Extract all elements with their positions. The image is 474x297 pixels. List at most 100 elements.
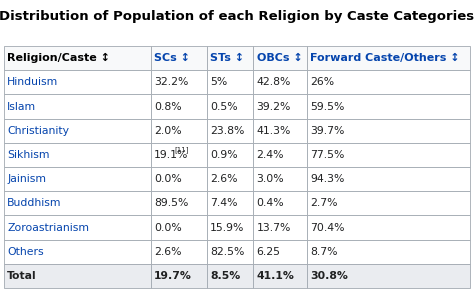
Bar [4,70,151,94]
Bar [151,240,207,264]
Bar [207,167,253,191]
Text: 0.9%: 0.9% [210,150,237,160]
Text: Religion/Caste ↕: Religion/Caste ↕ [7,53,110,63]
Text: Zoroastrianism: Zoroastrianism [7,222,89,233]
Bar [4,46,151,70]
Text: 2.7%: 2.7% [310,198,338,208]
Bar [307,46,470,70]
Text: STs ↕: STs ↕ [210,53,244,63]
Text: 8.5%: 8.5% [210,271,240,281]
Bar [151,70,207,94]
Bar [307,240,470,264]
Bar [4,119,151,143]
Text: 30.8%: 30.8% [310,271,348,281]
Text: Christianity: Christianity [7,126,69,136]
Text: 0.0%: 0.0% [154,174,182,184]
Text: 5%: 5% [210,77,227,87]
Text: 7.4%: 7.4% [210,198,237,208]
Bar [253,215,307,240]
Text: Distribution of Population of each Religion by Caste Categories: Distribution of Population of each Relig… [0,10,474,23]
Text: [11]: [11] [174,146,189,153]
Bar [207,94,253,119]
Text: 23.8%: 23.8% [210,126,245,136]
Bar [253,167,307,191]
Bar [253,70,307,94]
Bar [4,191,151,215]
Text: 41.3%: 41.3% [256,126,291,136]
Bar [4,167,151,191]
Text: 19.1%: 19.1% [154,150,188,160]
Text: 94.3%: 94.3% [310,174,345,184]
Text: 0.8%: 0.8% [154,102,182,112]
Text: 2.6%: 2.6% [210,174,237,184]
Text: 89.5%: 89.5% [154,198,188,208]
Text: 26%: 26% [310,77,334,87]
Bar [4,94,151,119]
Bar [253,191,307,215]
Bar [207,215,253,240]
Text: Others: Others [7,247,44,257]
Bar [307,215,470,240]
Bar [307,191,470,215]
Bar [151,167,207,191]
Text: 59.5%: 59.5% [310,102,345,112]
Bar [253,46,307,70]
Text: Hinduism: Hinduism [7,77,58,87]
Text: 0.4%: 0.4% [256,198,284,208]
Text: SCs ↕: SCs ↕ [154,53,190,63]
Bar [253,94,307,119]
Bar [307,119,470,143]
Bar [4,143,151,167]
Text: 2.6%: 2.6% [154,247,182,257]
Bar [253,240,307,264]
Text: 39.7%: 39.7% [310,126,345,136]
Bar [4,264,151,288]
Bar [151,191,207,215]
Bar [307,70,470,94]
Bar [307,143,470,167]
Bar [207,143,253,167]
Bar [4,240,151,264]
Text: Forward Caste/Others ↕: Forward Caste/Others ↕ [310,53,460,63]
Bar [253,264,307,288]
Text: 8.7%: 8.7% [310,247,338,257]
Text: 77.5%: 77.5% [310,150,345,160]
Text: Islam: Islam [7,102,36,112]
Bar [151,143,207,167]
Bar [307,94,470,119]
Bar [207,264,253,288]
Text: 32.2%: 32.2% [154,77,188,87]
Text: 41.1%: 41.1% [256,271,294,281]
Bar [253,143,307,167]
Text: 2.0%: 2.0% [154,126,182,136]
Text: Total: Total [7,271,36,281]
Bar [207,191,253,215]
Bar [151,119,207,143]
Bar [207,119,253,143]
Text: Sikhism: Sikhism [7,150,50,160]
Bar [151,46,207,70]
Text: 70.4%: 70.4% [310,222,345,233]
Bar [151,215,207,240]
Text: 6.25: 6.25 [256,247,281,257]
Bar [307,167,470,191]
Text: 3.0%: 3.0% [256,174,284,184]
Bar [207,46,253,70]
Bar [151,94,207,119]
Bar [207,240,253,264]
Text: 42.8%: 42.8% [256,77,291,87]
Text: 13.7%: 13.7% [256,222,291,233]
Text: 82.5%: 82.5% [210,247,245,257]
Bar [307,264,470,288]
Text: 39.2%: 39.2% [256,102,291,112]
Text: Buddhism: Buddhism [7,198,62,208]
Text: 19.7%: 19.7% [154,271,192,281]
Text: 0.0%: 0.0% [154,222,182,233]
Bar [4,215,151,240]
Text: OBCs ↕: OBCs ↕ [256,53,302,63]
Text: 2.4%: 2.4% [256,150,284,160]
Text: 0.5%: 0.5% [210,102,237,112]
Text: Jainism: Jainism [7,174,46,184]
Bar [151,264,207,288]
Bar [207,70,253,94]
